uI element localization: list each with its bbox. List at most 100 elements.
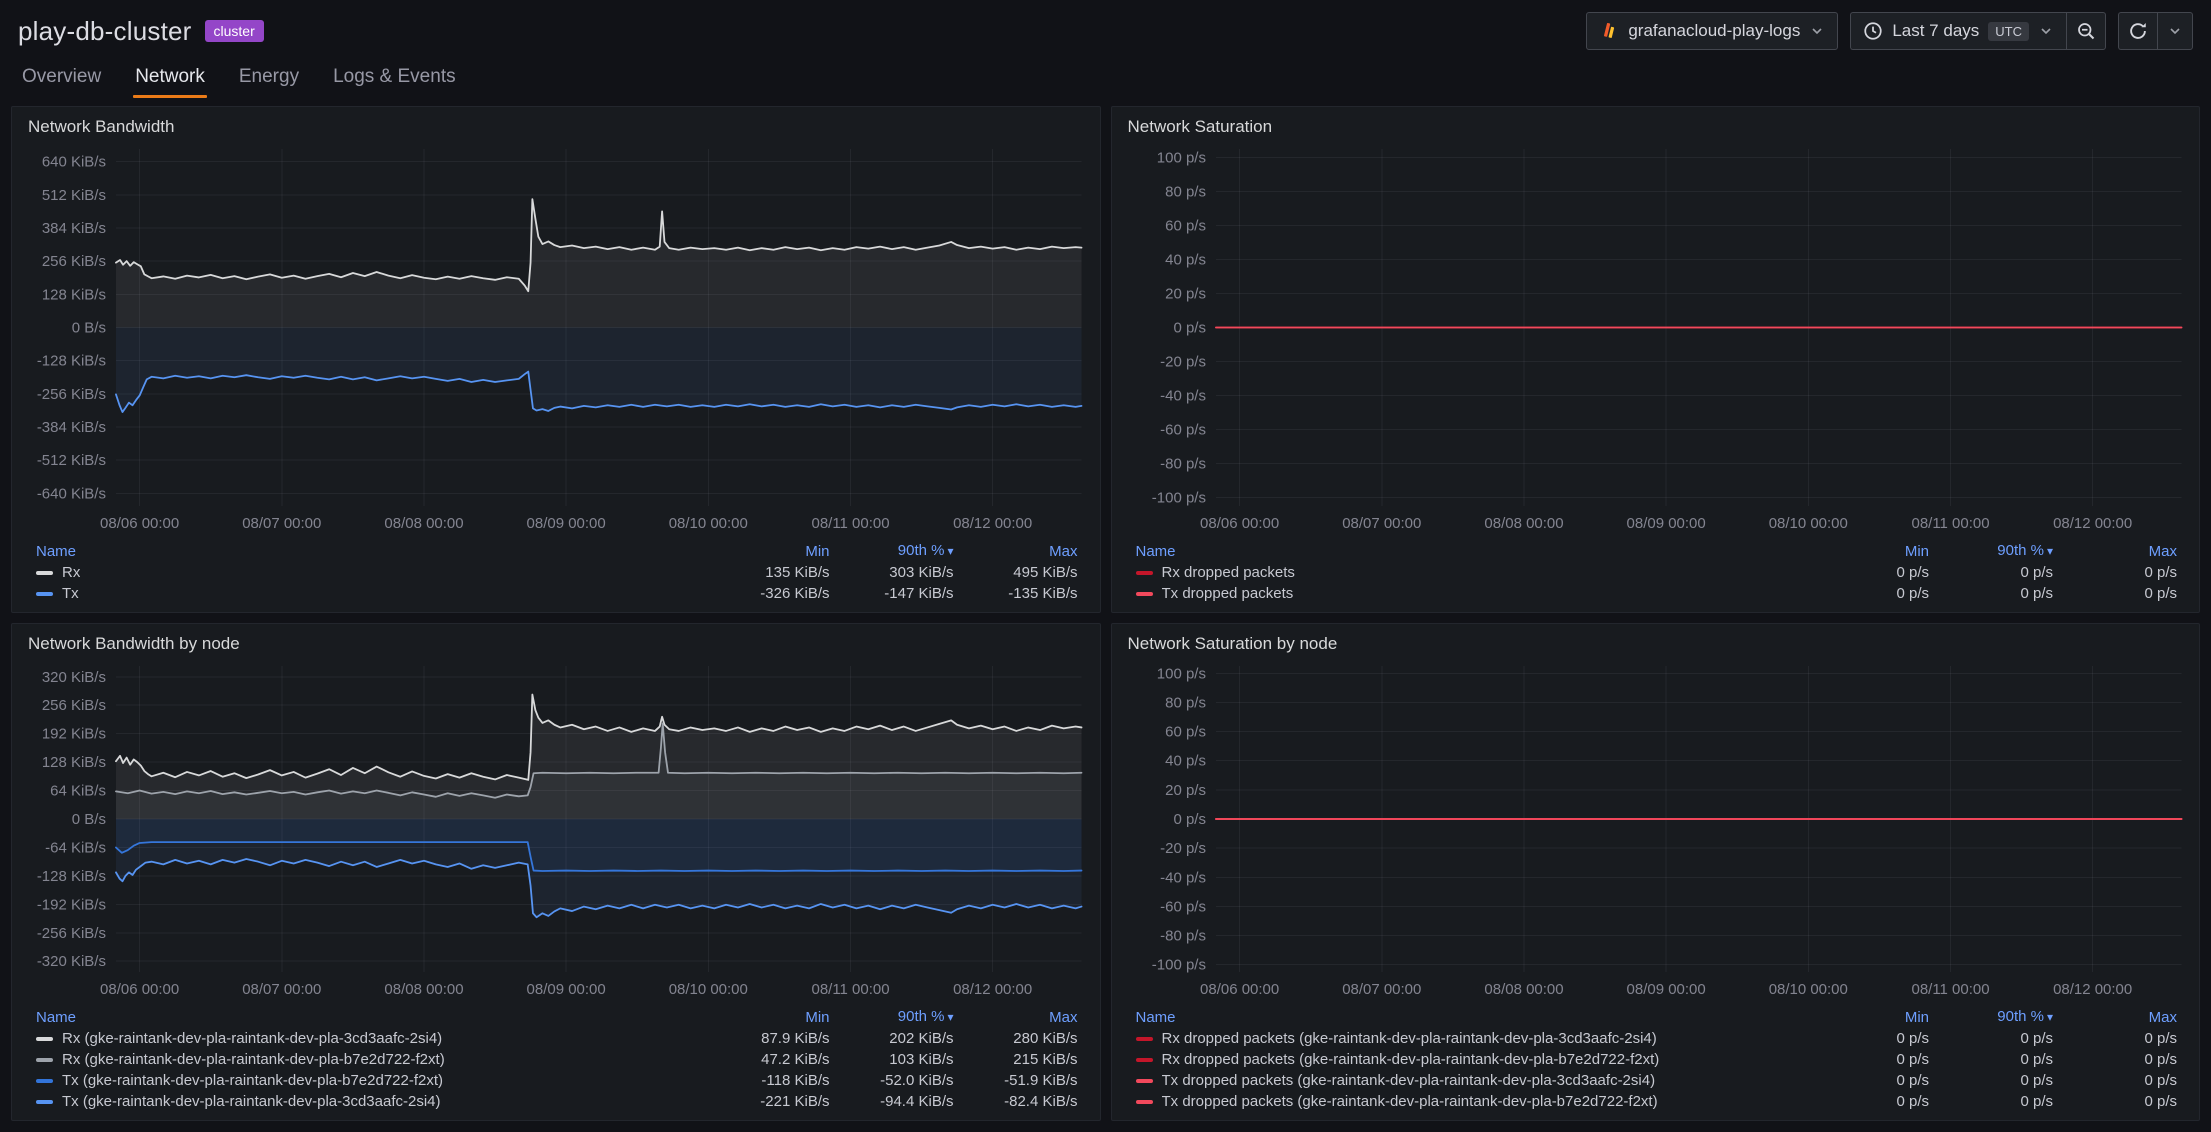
- sort-desc-icon: ▾: [2046, 544, 2053, 558]
- legend-series-label[interactable]: Tx dropped packets (gke-raintank-dev-pla…: [1135, 1093, 1806, 1110]
- legend-row[interactable]: Rx (gke-raintank-dev-pla-raintank-dev-pl…: [36, 1028, 1078, 1049]
- legend-column[interactable]: 90th % ▾: [897, 1008, 954, 1025]
- svg-text:08/11 00:00: 08/11 00:00: [1911, 981, 1989, 998]
- legend-series-label[interactable]: Tx dropped packets: [1135, 585, 1806, 602]
- svg-text:08/08 00:00: 08/08 00:00: [1484, 515, 1563, 532]
- legend-row[interactable]: Tx dropped packets (gke-raintank-dev-pla…: [1135, 1070, 2177, 1091]
- svg-text:128 KiB/s: 128 KiB/s: [42, 286, 106, 303]
- time-series-chart[interactable]: 08/06 00:00 08/07 00:00 08/08 00:00 08/09 0…: [1112, 656, 2200, 1004]
- legend-row[interactable]: Rx (gke-raintank-dev-pla-raintank-dev-pl…: [36, 1049, 1078, 1070]
- legend-row[interactable]: Rx dropped packets (gke-raintank-dev-pla…: [1135, 1028, 2177, 1049]
- tab-energy[interactable]: Energy: [238, 66, 300, 87]
- svg-text:08/12 00:00: 08/12 00:00: [2053, 515, 2132, 532]
- refresh-interval-dropdown[interactable]: [2157, 12, 2193, 50]
- legend-header: Name Min 90th % ▾ Max: [1136, 540, 2178, 562]
- datasource-picker[interactable]: grafanacloud-play-logs: [1586, 12, 1839, 50]
- legend: Name Min 90th % ▾ Max Rx dropped packets (gke…: [1112, 1004, 2200, 1120]
- legend-series-label[interactable]: Rx (gke-raintank-dev-pla-raintank-dev-pl…: [36, 1051, 706, 1068]
- legend-row[interactable]: Tx (gke-raintank-dev-pla-raintank-dev-pl…: [36, 1091, 1078, 1112]
- refresh-button[interactable]: [2118, 12, 2157, 50]
- legend-column[interactable]: 90th % ▾: [1997, 1008, 2053, 1025]
- legend-series-label[interactable]: Tx dropped packets (gke-raintank-dev-pla…: [1135, 1072, 1806, 1089]
- legend-value: 0 p/s: [1896, 585, 1929, 602]
- zoom-out-button[interactable]: [2066, 12, 2106, 50]
- tab-logs-events[interactable]: Logs & Events: [333, 66, 456, 87]
- panel-network-saturation-by-node: Network Saturation by node 08/06 00:00 08…: [1110, 623, 2200, 1121]
- time-series-chart[interactable]: 08/06 00:00 08/07 00:00 08/08 00:00 08/09 0…: [12, 139, 1100, 538]
- series-color-swatch: [36, 1078, 53, 1083]
- svg-text:08/12 00:00: 08/12 00:00: [953, 515, 1032, 532]
- legend-column-name[interactable]: Name: [36, 542, 77, 560]
- dashboard-title-wrap: play-db-cluster cluster: [18, 16, 264, 47]
- legend-row[interactable]: Tx dropped packets 0 p/s 0 p/s 0 p/s: [1135, 583, 2177, 604]
- legend-column-name[interactable]: Name: [36, 1008, 77, 1026]
- legend-column[interactable]: 90th % ▾: [1997, 542, 2053, 559]
- legend-series-label[interactable]: Tx (gke-raintank-dev-pla-raintank-dev-pl…: [36, 1093, 706, 1110]
- legend-series-label[interactable]: Rx dropped packets: [1135, 564, 1806, 581]
- legend-column[interactable]: Min: [1904, 1008, 1929, 1026]
- legend-value: 0 p/s: [1896, 564, 1929, 581]
- legend-header: Name Min 90th % ▾ Max: [36, 540, 1078, 562]
- legend-column[interactable]: Max: [2148, 1008, 2177, 1026]
- panel-title[interactable]: Network Saturation: [1127, 117, 1273, 136]
- svg-text:100 p/s: 100 p/s: [1156, 150, 1205, 167]
- panel-title[interactable]: Network Bandwidth by node: [28, 634, 240, 653]
- legend-row[interactable]: Tx dropped packets (gke-raintank-dev-pla…: [1135, 1091, 2177, 1112]
- svg-text:-640 KiB/s: -640 KiB/s: [37, 485, 106, 502]
- svg-text:08/11 00:00: 08/11 00:00: [811, 981, 889, 998]
- legend-row[interactable]: Rx dropped packets (gke-raintank-dev-pla…: [1135, 1049, 2177, 1070]
- legend-series-label[interactable]: Rx dropped packets (gke-raintank-dev-pla…: [1135, 1051, 1806, 1068]
- series-color-swatch: [1135, 591, 1153, 596]
- svg-text:0 p/s: 0 p/s: [1173, 811, 1206, 828]
- legend-column[interactable]: Min: [805, 542, 830, 560]
- zoom-out-icon: [2078, 23, 2095, 40]
- legend-column[interactable]: Max: [1049, 1008, 1078, 1026]
- series-color-swatch: [1135, 1057, 1153, 1062]
- time-series-chart[interactable]: 08/06 00:00 08/07 00:00 08/08 00:00 08/09 0…: [12, 656, 1100, 1004]
- legend-column[interactable]: Min: [1904, 542, 1929, 560]
- legend-row[interactable]: Rx 135 KiB/s 303 KiB/s 495 KiB/s: [36, 562, 1078, 583]
- panel-title[interactable]: Network Bandwidth: [28, 117, 175, 136]
- legend-row[interactable]: Tx (gke-raintank-dev-pla-raintank-dev-pl…: [36, 1070, 1078, 1091]
- datasource-label: grafanacloud-play-logs: [1628, 21, 1801, 40]
- legend-column[interactable]: 90th % ▾: [897, 542, 954, 559]
- legend-series-label[interactable]: Tx: [36, 585, 706, 602]
- time-range-picker[interactable]: Last 7 days UTC: [1850, 12, 2066, 50]
- legend-value: 202 KiB/s: [889, 1030, 954, 1047]
- panel-grid: Network Bandwidth 08/06 00:00 08/07 00:00…: [0, 100, 2211, 1121]
- svg-text:08/07 00:00: 08/07 00:00: [242, 981, 321, 998]
- sort-desc-icon: ▾: [947, 1010, 954, 1024]
- legend-column[interactable]: Max: [2148, 542, 2177, 560]
- legend-column[interactable]: Min: [805, 1008, 830, 1026]
- legend-value: 0 p/s: [2144, 1072, 2177, 1089]
- svg-text:08/08 00:00: 08/08 00:00: [1484, 981, 1563, 998]
- time-series-chart[interactable]: 08/06 00:00 08/07 00:00 08/08 00:00 08/09 0…: [1112, 139, 2200, 538]
- legend-column[interactable]: Max: [1049, 542, 1078, 560]
- legend-value: -51.9 KiB/s: [1004, 1072, 1078, 1089]
- series-color-swatch: [36, 1099, 53, 1104]
- legend-value: 103 KiB/s: [889, 1051, 954, 1068]
- legend-series-label[interactable]: Rx (gke-raintank-dev-pla-raintank-dev-pl…: [36, 1030, 706, 1047]
- legend: Name Min 90th % ▾ Max Rx dropped packets 0 p/s…: [1112, 538, 2200, 612]
- timezone-badge: UTC: [1988, 21, 2029, 41]
- svg-text:80 p/s: 80 p/s: [1165, 694, 1206, 711]
- legend-column-name[interactable]: Name: [1135, 1008, 1176, 1026]
- svg-text:-20 p/s: -20 p/s: [1160, 840, 1206, 857]
- legend-series-label[interactable]: Rx dropped packets (gke-raintank-dev-pla…: [1135, 1030, 1806, 1047]
- legend-value: -135 KiB/s: [1008, 585, 1078, 602]
- panel-title[interactable]: Network Saturation by node: [1127, 634, 1338, 653]
- tab-network[interactable]: Network: [133, 56, 207, 100]
- legend-value: 135 KiB/s: [765, 564, 830, 581]
- legend-row[interactable]: Rx dropped packets 0 p/s 0 p/s 0 p/s: [1135, 562, 2177, 583]
- legend-row[interactable]: Tx -326 KiB/s -147 KiB/s -135 KiB/s: [36, 583, 1078, 604]
- svg-text:256 KiB/s: 256 KiB/s: [42, 697, 106, 714]
- svg-text:40 p/s: 40 p/s: [1165, 753, 1206, 770]
- legend-series-label[interactable]: Rx: [36, 564, 706, 581]
- legend-value: -52.0 KiB/s: [880, 1072, 954, 1089]
- legend-column-name[interactable]: Name: [1135, 542, 1176, 560]
- svg-text:08/11 00:00: 08/11 00:00: [1911, 515, 1989, 532]
- legend-value: 0 p/s: [2144, 1051, 2177, 1068]
- tab-overview[interactable]: Overview: [22, 66, 102, 87]
- legend-series-label[interactable]: Tx (gke-raintank-dev-pla-raintank-dev-pl…: [36, 1072, 706, 1089]
- series-color-swatch: [1135, 1078, 1153, 1083]
